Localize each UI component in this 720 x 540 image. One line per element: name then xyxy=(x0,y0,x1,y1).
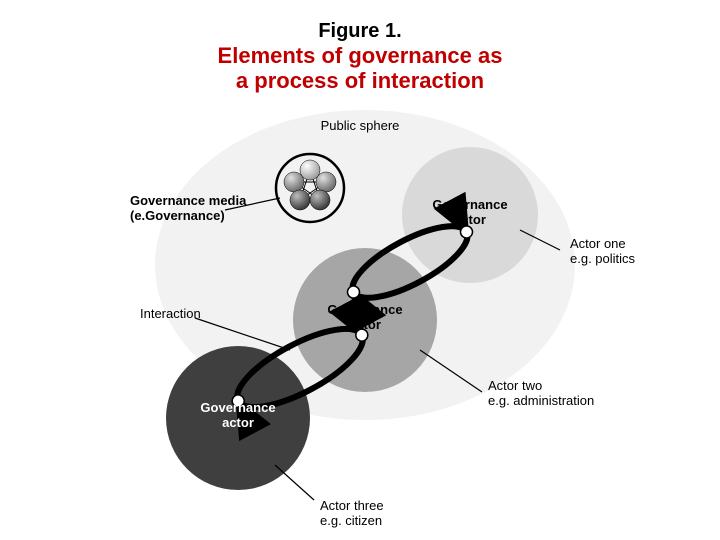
actor-caption-actor2: Actor twoe.g. administration xyxy=(488,378,594,408)
interaction-label: Interaction xyxy=(140,306,201,321)
figure-stage: Figure 1. Elements of governance as a pr… xyxy=(0,0,720,540)
media-ball-4 xyxy=(310,190,330,210)
public-sphere-label: Public sphere xyxy=(321,118,400,133)
media-ball-2 xyxy=(316,172,336,192)
media-ball-1 xyxy=(284,172,304,192)
actor-caption-actor3: Actor threee.g. citizen xyxy=(320,498,384,528)
diagram-canvas: Public sphereGovernanceactorActor onee.g… xyxy=(0,0,720,540)
media-ball-3 xyxy=(290,190,310,210)
actor-caption-actor1: Actor onee.g. politics xyxy=(570,236,636,266)
media-ball-0 xyxy=(300,160,320,180)
pointer-line-actor3 xyxy=(275,465,314,500)
